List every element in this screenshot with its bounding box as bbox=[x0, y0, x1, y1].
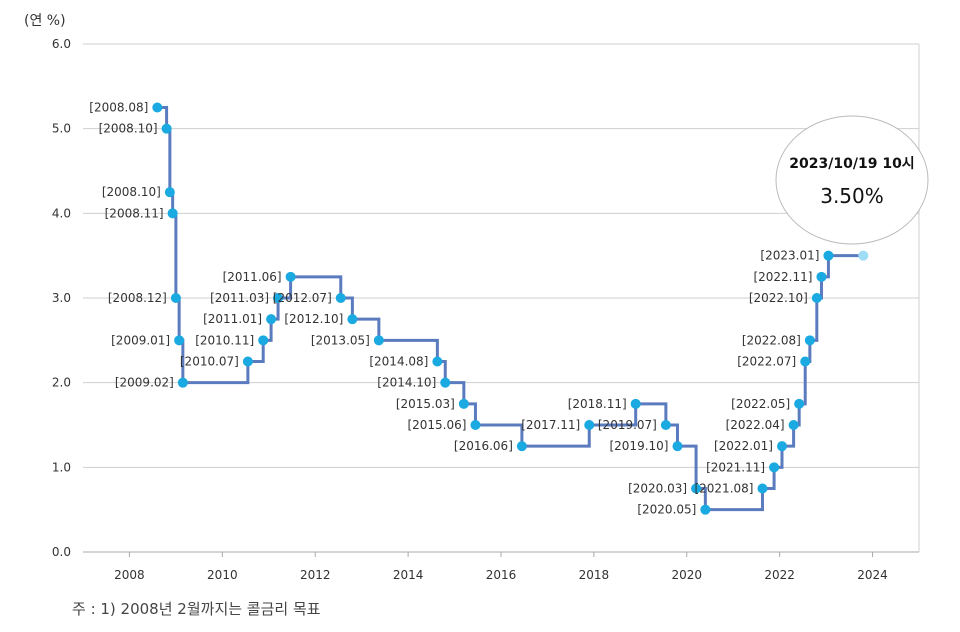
rate-point bbox=[800, 356, 811, 367]
y-unit-label: (연 %) bbox=[24, 13, 66, 29]
rate-point-label: [2008.11] bbox=[105, 206, 164, 220]
y-tick-label: 6.0 bbox=[52, 37, 71, 51]
rate-point bbox=[164, 187, 175, 198]
rate-point-label: [2021.08] bbox=[694, 482, 753, 496]
callout-date: 2023/10/19 10시 bbox=[789, 156, 914, 172]
rate-point-label: [2008.10] bbox=[102, 185, 161, 199]
rate-point bbox=[584, 420, 595, 430]
rate-point-label: [2008.12] bbox=[108, 291, 167, 305]
rate-point-label: [2009.01] bbox=[111, 333, 170, 347]
rate-point bbox=[152, 102, 163, 113]
rate-step-line bbox=[157, 106, 864, 512]
rate-point bbox=[804, 335, 815, 346]
rate-point-label: [2012.10] bbox=[284, 312, 343, 326]
x-tick-label: 2014 bbox=[393, 568, 424, 582]
rate-point-label: [2019.07] bbox=[598, 418, 657, 432]
rate-point bbox=[794, 398, 805, 409]
y-tick-label: 3.0 bbox=[52, 291, 71, 305]
rate-point-label: [2010.11] bbox=[195, 333, 254, 347]
rate-point bbox=[516, 441, 527, 452]
rate-point-label: [2022.07] bbox=[737, 355, 796, 369]
callout-value: 3.50% bbox=[820, 184, 884, 208]
rate-point-label: [2023.01] bbox=[760, 249, 819, 263]
rate-point-label: [2022.10] bbox=[749, 291, 808, 305]
y-tick-label: 1.0 bbox=[52, 460, 71, 474]
y-tick-label: 2.0 bbox=[52, 376, 71, 390]
rate-point-label: [2016.06] bbox=[454, 439, 513, 453]
rate-point-label: [2011.03] bbox=[210, 291, 269, 305]
rate-point bbox=[700, 504, 711, 515]
x-tick-label: 2018 bbox=[579, 568, 610, 582]
x-tick-label: 2022 bbox=[764, 568, 795, 582]
rate-point bbox=[258, 335, 269, 346]
x-tick-label: 2020 bbox=[672, 568, 703, 582]
x-tick-label: 2012 bbox=[300, 568, 331, 582]
rate-point bbox=[811, 293, 822, 303]
rate-point-label: [2022.04] bbox=[726, 418, 785, 432]
x-tick-label: 2008 bbox=[114, 568, 145, 582]
y-tick-label: 0.0 bbox=[52, 545, 71, 559]
rate-point bbox=[458, 398, 469, 409]
x-tick-label: 2024 bbox=[857, 568, 888, 582]
rate-point-label: [2014.08] bbox=[369, 355, 428, 369]
rate-point-label: [2018.11] bbox=[568, 397, 627, 411]
rate-point-label: [2020.05] bbox=[637, 503, 696, 517]
y-tick-label: 5.0 bbox=[52, 122, 71, 136]
rate-point-label: [2022.01] bbox=[714, 439, 773, 453]
rate-point bbox=[161, 123, 172, 134]
rate-point bbox=[335, 293, 346, 303]
rate-point bbox=[769, 462, 780, 473]
rate-point-label: [2014.10] bbox=[377, 376, 436, 390]
rate-point-label: [2021.11] bbox=[706, 460, 765, 474]
current-rate-callout bbox=[775, 115, 929, 245]
rate-point bbox=[174, 335, 185, 346]
y-tick-label: 4.0 bbox=[52, 206, 71, 220]
rate-point bbox=[273, 293, 284, 303]
rate-point bbox=[432, 356, 443, 367]
rate-point-label: [2017.11] bbox=[521, 418, 580, 432]
rate-point-label: [2010.07] bbox=[180, 355, 239, 369]
rate-point bbox=[373, 335, 384, 346]
rate-point-label: [2012.07] bbox=[273, 291, 332, 305]
rate-point bbox=[470, 420, 481, 430]
rate-point bbox=[177, 377, 188, 388]
rate-point bbox=[776, 441, 787, 452]
current-rate-point bbox=[858, 250, 869, 261]
x-tick-label: 2010 bbox=[207, 568, 238, 582]
x-tick-label: 2016 bbox=[486, 568, 517, 582]
rate-point bbox=[788, 420, 799, 430]
rate-point-label: [2015.03] bbox=[396, 397, 455, 411]
rate-point bbox=[440, 377, 451, 388]
rate-point bbox=[242, 356, 253, 367]
rate-point-label: [2011.06] bbox=[223, 270, 282, 284]
rate-point-label: [2008.10] bbox=[99, 122, 158, 136]
rate-point-label: [2020.03] bbox=[628, 482, 687, 496]
rate-point bbox=[691, 483, 702, 494]
rate-point-label: [2009.02] bbox=[115, 376, 174, 390]
rate-point-label: [2015.06] bbox=[407, 418, 466, 432]
rate-point bbox=[672, 441, 683, 452]
rate-point bbox=[660, 420, 671, 430]
rate-point-label: [2011.01] bbox=[203, 312, 262, 326]
rate-point-label: [2022.05] bbox=[731, 397, 790, 411]
rate-point bbox=[816, 271, 827, 282]
rate-point bbox=[630, 398, 641, 409]
rate-point bbox=[757, 483, 768, 494]
rate-point bbox=[285, 271, 296, 282]
rate-point bbox=[170, 293, 181, 303]
rate-point-label: [2022.11] bbox=[753, 270, 812, 284]
rate-point-label: [2019.10] bbox=[609, 439, 668, 453]
rate-point bbox=[266, 314, 277, 325]
rate-point-label: [2008.08] bbox=[89, 101, 148, 115]
rate-point bbox=[347, 314, 358, 325]
rate-point bbox=[823, 250, 834, 261]
rate-point-label: [2013.05] bbox=[311, 333, 370, 347]
rate-point bbox=[167, 208, 178, 219]
rate-point-label: [2022.08] bbox=[742, 333, 801, 347]
footnote: 주 : 1) 2008년 2월까지는 콜금리 목표 bbox=[72, 600, 321, 618]
